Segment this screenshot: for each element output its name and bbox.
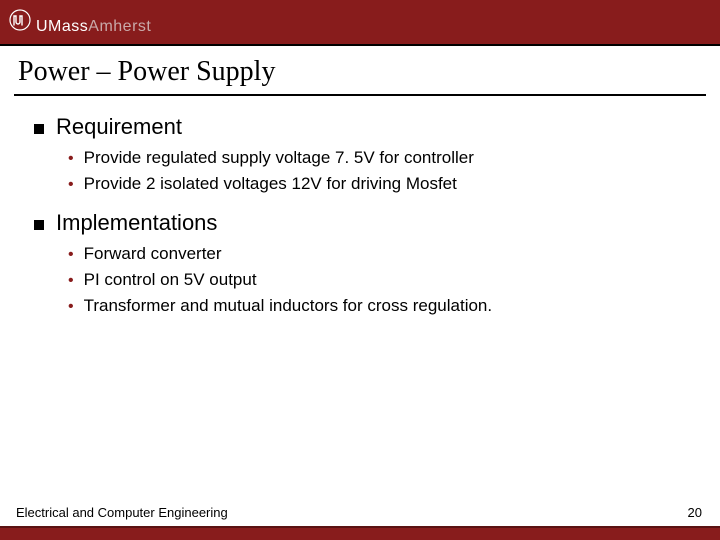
list-item: • Forward converter bbox=[68, 242, 690, 266]
list-item-text: Transformer and mutual inductors for cro… bbox=[84, 294, 493, 318]
dot-bullet-icon: • bbox=[68, 244, 74, 266]
section-heading: Implementations bbox=[34, 210, 690, 236]
list-item-text: Provide 2 isolated voltages 12V for driv… bbox=[84, 172, 457, 196]
list-item-text: PI control on 5V output bbox=[84, 268, 257, 292]
list-item: • PI control on 5V output bbox=[68, 268, 690, 292]
header-bar: UMass Amherst bbox=[0, 0, 720, 44]
footer-department: Electrical and Computer Engineering bbox=[16, 505, 228, 520]
dot-bullet-icon: • bbox=[68, 148, 74, 170]
section-items: • Provide regulated supply voltage 7. 5V… bbox=[34, 146, 690, 196]
section-heading: Requirement bbox=[34, 114, 690, 140]
footer: Electrical and Computer Engineering 20 bbox=[0, 505, 720, 540]
footer-page-number: 20 bbox=[688, 505, 702, 520]
list-item: • Provide 2 isolated voltages 12V for dr… bbox=[68, 172, 690, 196]
university-logo-icon bbox=[8, 8, 32, 32]
square-bullet-icon bbox=[34, 220, 44, 230]
square-bullet-icon bbox=[34, 124, 44, 134]
section-title: Requirement bbox=[56, 114, 182, 140]
dot-bullet-icon: • bbox=[68, 174, 74, 196]
section-items: • Forward converter • PI control on 5V o… bbox=[34, 242, 690, 318]
section-title: Implementations bbox=[56, 210, 217, 236]
dot-bullet-icon: • bbox=[68, 296, 74, 318]
list-item-text: Provide regulated supply voltage 7. 5V f… bbox=[84, 146, 474, 170]
dot-bullet-icon: • bbox=[68, 270, 74, 292]
list-item: • Transformer and mutual inductors for c… bbox=[68, 294, 690, 318]
logo: UMass Amherst bbox=[8, 8, 151, 36]
slide-content: Requirement • Provide regulated supply v… bbox=[0, 96, 720, 318]
list-item-text: Forward converter bbox=[84, 242, 222, 266]
logo-text-umass: UMass bbox=[36, 18, 88, 36]
logo-text-amherst: Amherst bbox=[88, 18, 151, 36]
footer-row: Electrical and Computer Engineering 20 bbox=[0, 505, 720, 526]
list-item: • Provide regulated supply voltage 7. 5V… bbox=[68, 146, 690, 170]
slide-title: Power – Power Supply bbox=[0, 46, 720, 94]
footer-bar bbox=[0, 526, 720, 540]
